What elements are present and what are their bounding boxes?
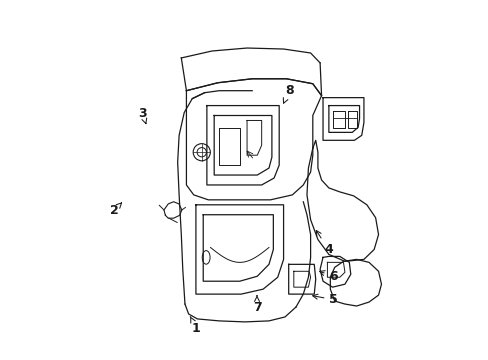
Text: 8: 8 xyxy=(283,84,293,103)
Text: 7: 7 xyxy=(252,296,261,314)
Text: 6: 6 xyxy=(319,270,337,283)
Text: 4: 4 xyxy=(316,230,332,256)
Text: 5: 5 xyxy=(312,293,338,306)
Text: 2: 2 xyxy=(109,203,122,217)
Text: 1: 1 xyxy=(190,316,200,335)
Text: 3: 3 xyxy=(138,107,147,124)
